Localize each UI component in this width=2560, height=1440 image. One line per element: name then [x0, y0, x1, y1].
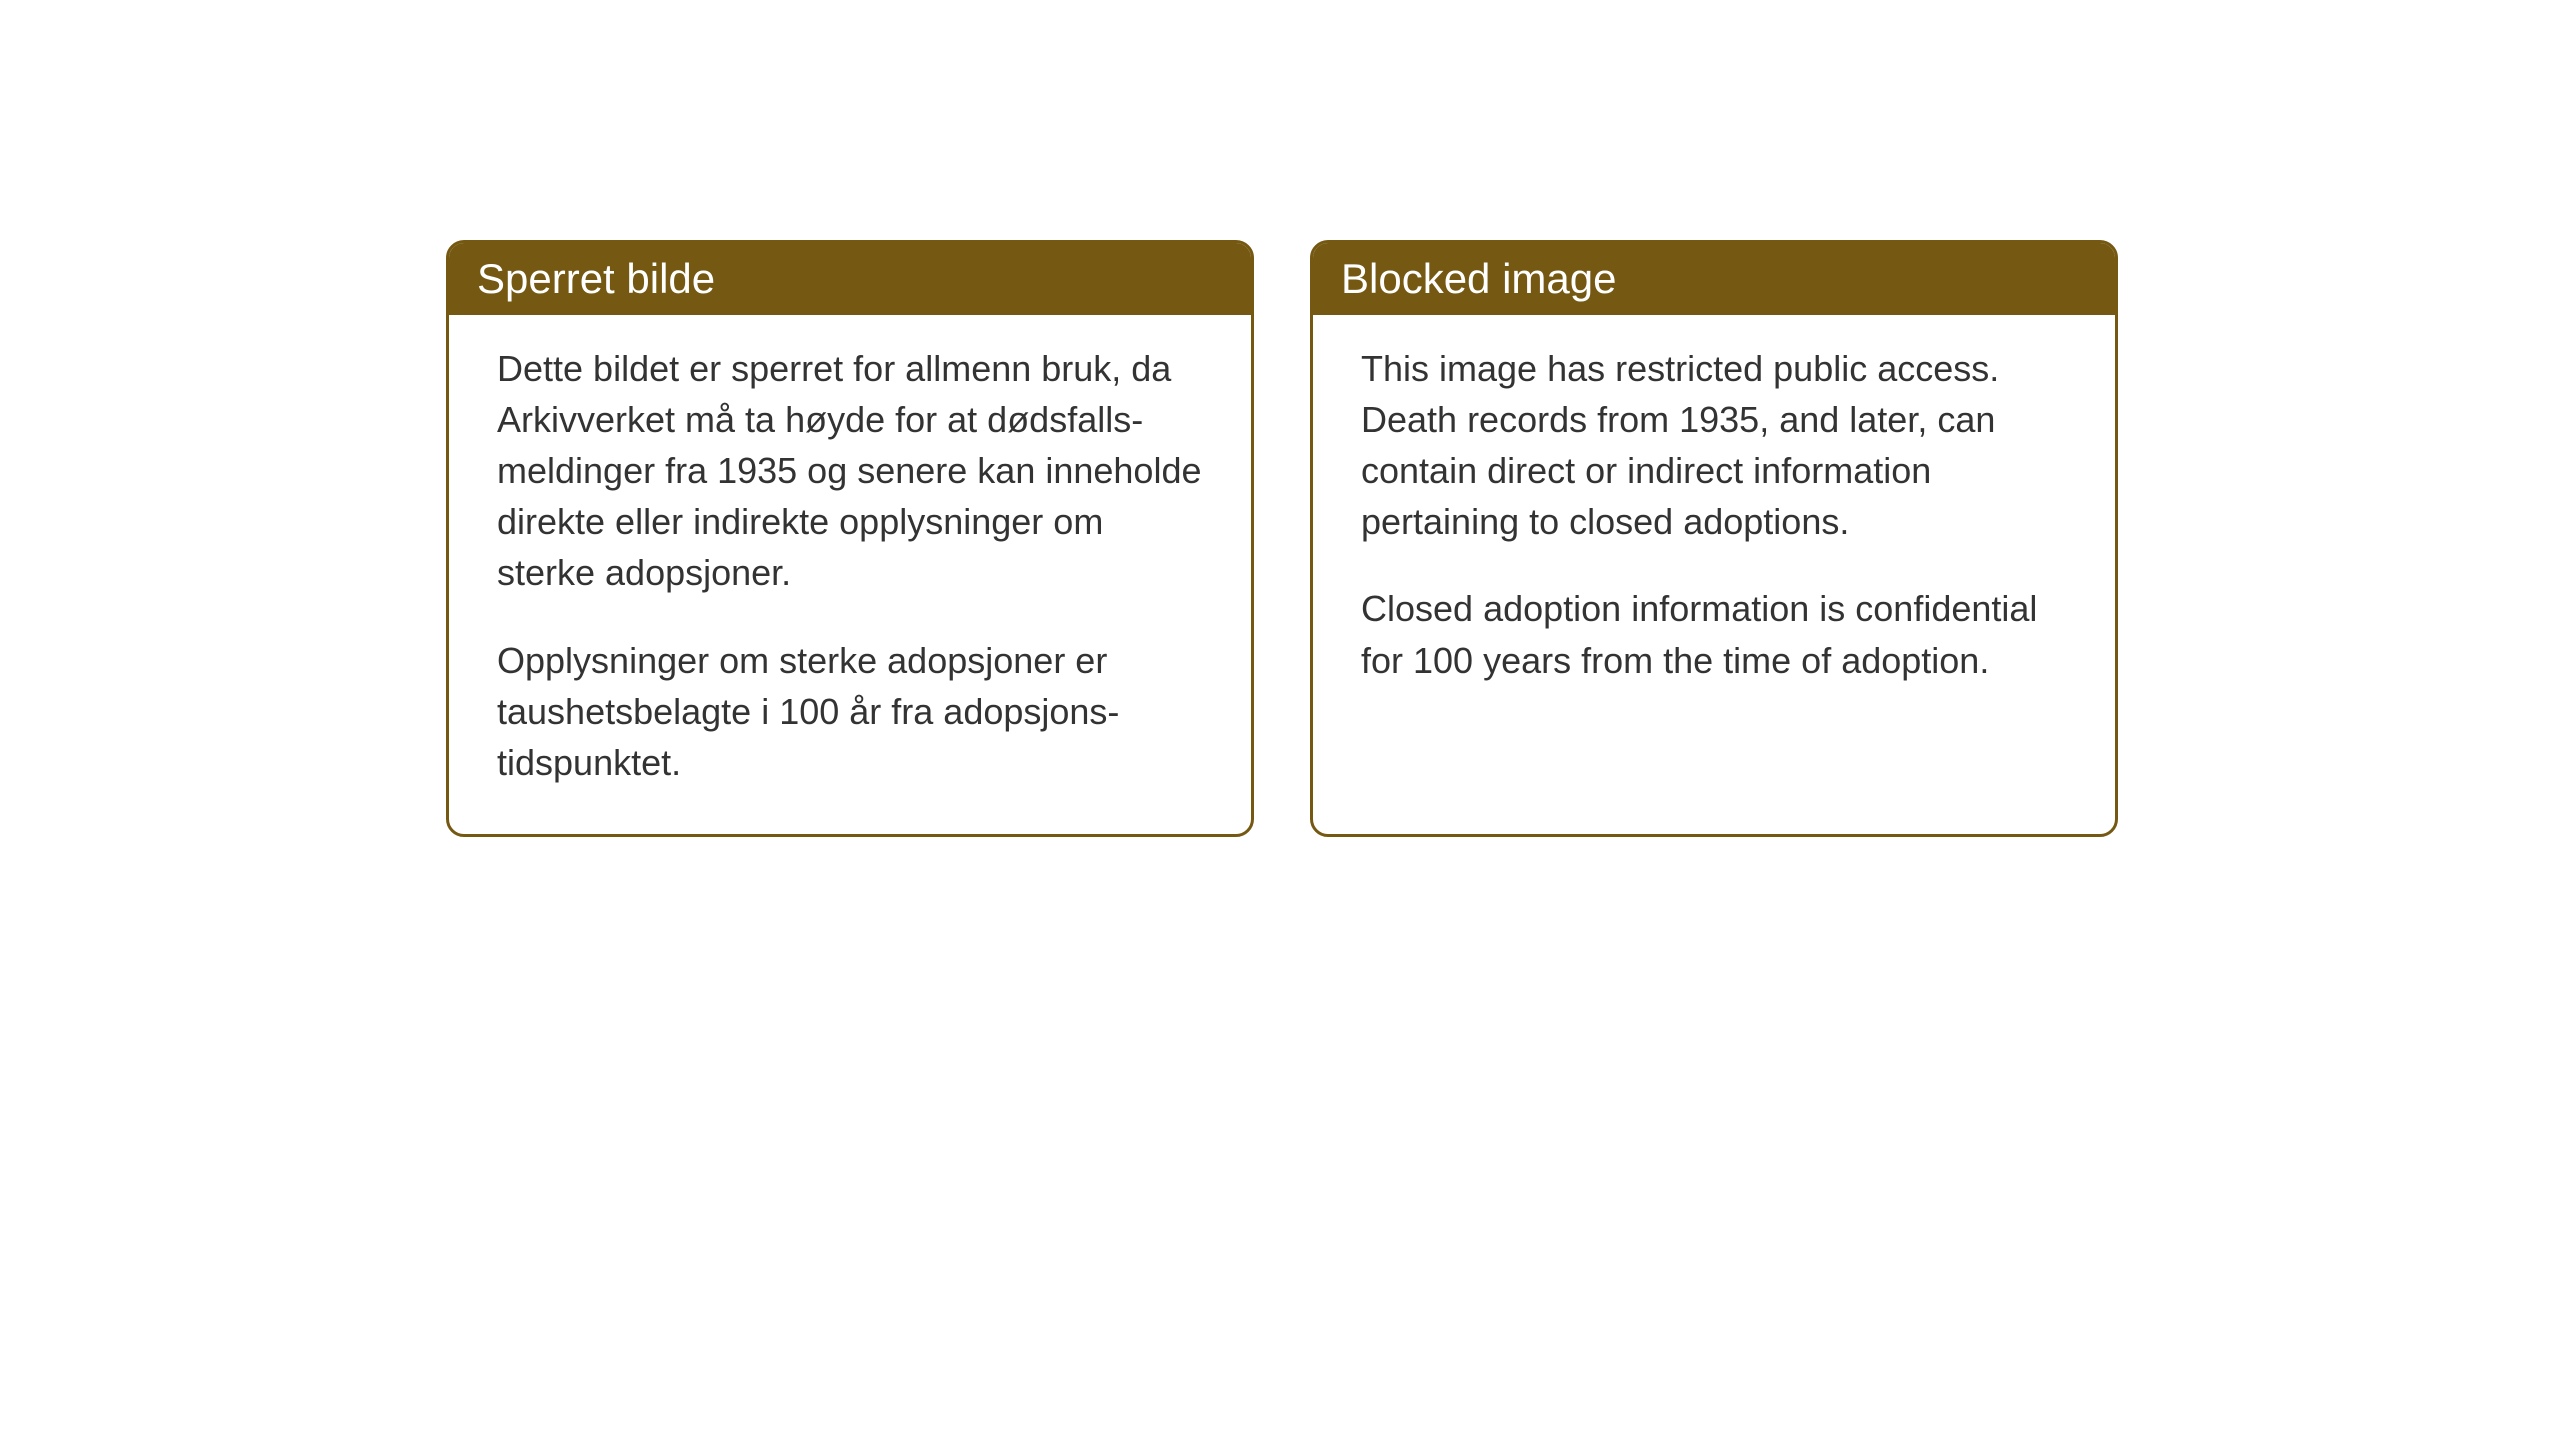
- card-paragraph-1-norwegian: Dette bildet er sperret for allmenn bruk…: [497, 343, 1203, 599]
- card-english: Blocked image This image has restricted …: [1310, 240, 2118, 837]
- card-header-norwegian: Sperret bilde: [449, 243, 1251, 315]
- cards-container: Sperret bilde Dette bildet er sperret fo…: [446, 240, 2118, 837]
- card-body-english: This image has restricted public access.…: [1313, 315, 2115, 732]
- card-norwegian: Sperret bilde Dette bildet er sperret fo…: [446, 240, 1254, 837]
- card-header-english: Blocked image: [1313, 243, 2115, 315]
- card-paragraph-1-english: This image has restricted public access.…: [1361, 343, 2067, 547]
- card-paragraph-2-english: Closed adoption information is confident…: [1361, 583, 2067, 685]
- card-title-english: Blocked image: [1341, 255, 1616, 302]
- card-title-norwegian: Sperret bilde: [477, 255, 715, 302]
- card-body-norwegian: Dette bildet er sperret for allmenn bruk…: [449, 315, 1251, 834]
- card-paragraph-2-norwegian: Opplysninger om sterke adopsjoner er tau…: [497, 635, 1203, 788]
